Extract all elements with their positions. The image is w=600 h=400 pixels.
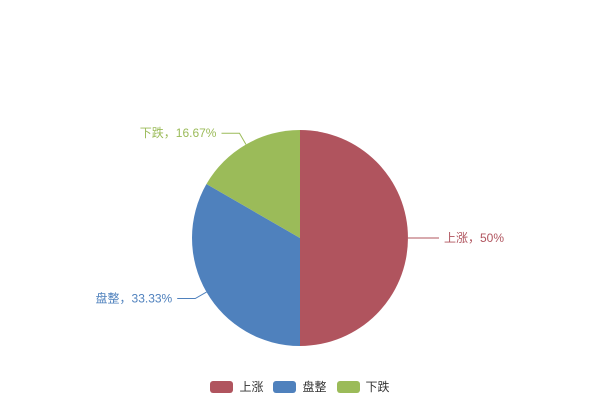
slice-label-rise: 上涨，50%: [444, 230, 504, 245]
legend-swatch-fall: [336, 381, 360, 393]
legend-label-rise: 上涨: [239, 380, 264, 394]
label-line-consolidation: [177, 291, 207, 300]
legend-label-consolidation: 盘整: [302, 380, 327, 394]
pie-slice-rise[interactable]: [300, 130, 408, 346]
legend-item-fall[interactable]: 下跌: [336, 379, 390, 395]
slice-label-consolidation: 盘整，33.33%: [96, 291, 173, 306]
legend-swatch-rise: [210, 381, 234, 393]
legend-swatch-consolidation: [273, 381, 297, 393]
legend-label-fall: 下跌: [365, 380, 390, 394]
pie-slice-fall[interactable]: [206, 130, 300, 238]
label-line-fall: [221, 132, 247, 145]
slice-label-fall: 下跌，16.67%: [140, 125, 217, 140]
pie-slice-consolidation[interactable]: [192, 184, 300, 346]
legend-item-rise[interactable]: 上涨: [210, 379, 263, 395]
legend-item-consolidation[interactable]: 盘整: [273, 379, 327, 395]
legend: 上涨 盘整 下跌: [0, 379, 600, 395]
